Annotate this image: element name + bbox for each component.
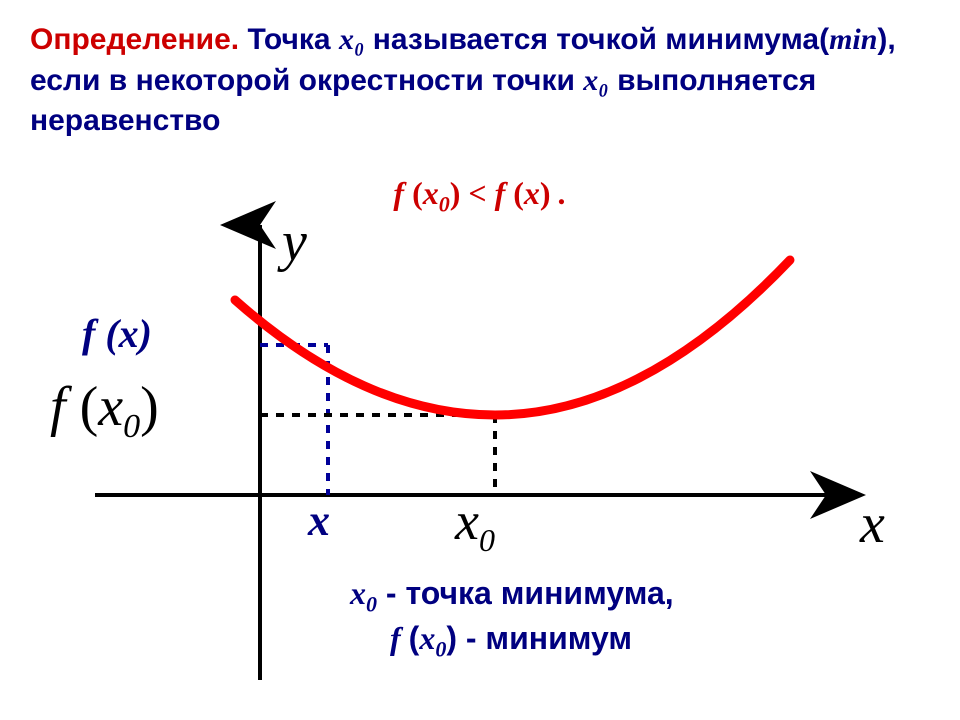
caption-minimum-point: x0 - точка минимума, <box>350 575 674 617</box>
x0-label: x0 <box>455 490 495 559</box>
y-axis-label: y <box>282 210 307 274</box>
x-axis-label: x <box>860 492 885 556</box>
fx-label: f (x) <box>82 310 152 357</box>
caption-minimum-value: f (x0) - минимум <box>390 620 632 662</box>
x-blue-label: x <box>308 495 330 546</box>
fx0-label: f (x0) <box>50 375 159 446</box>
